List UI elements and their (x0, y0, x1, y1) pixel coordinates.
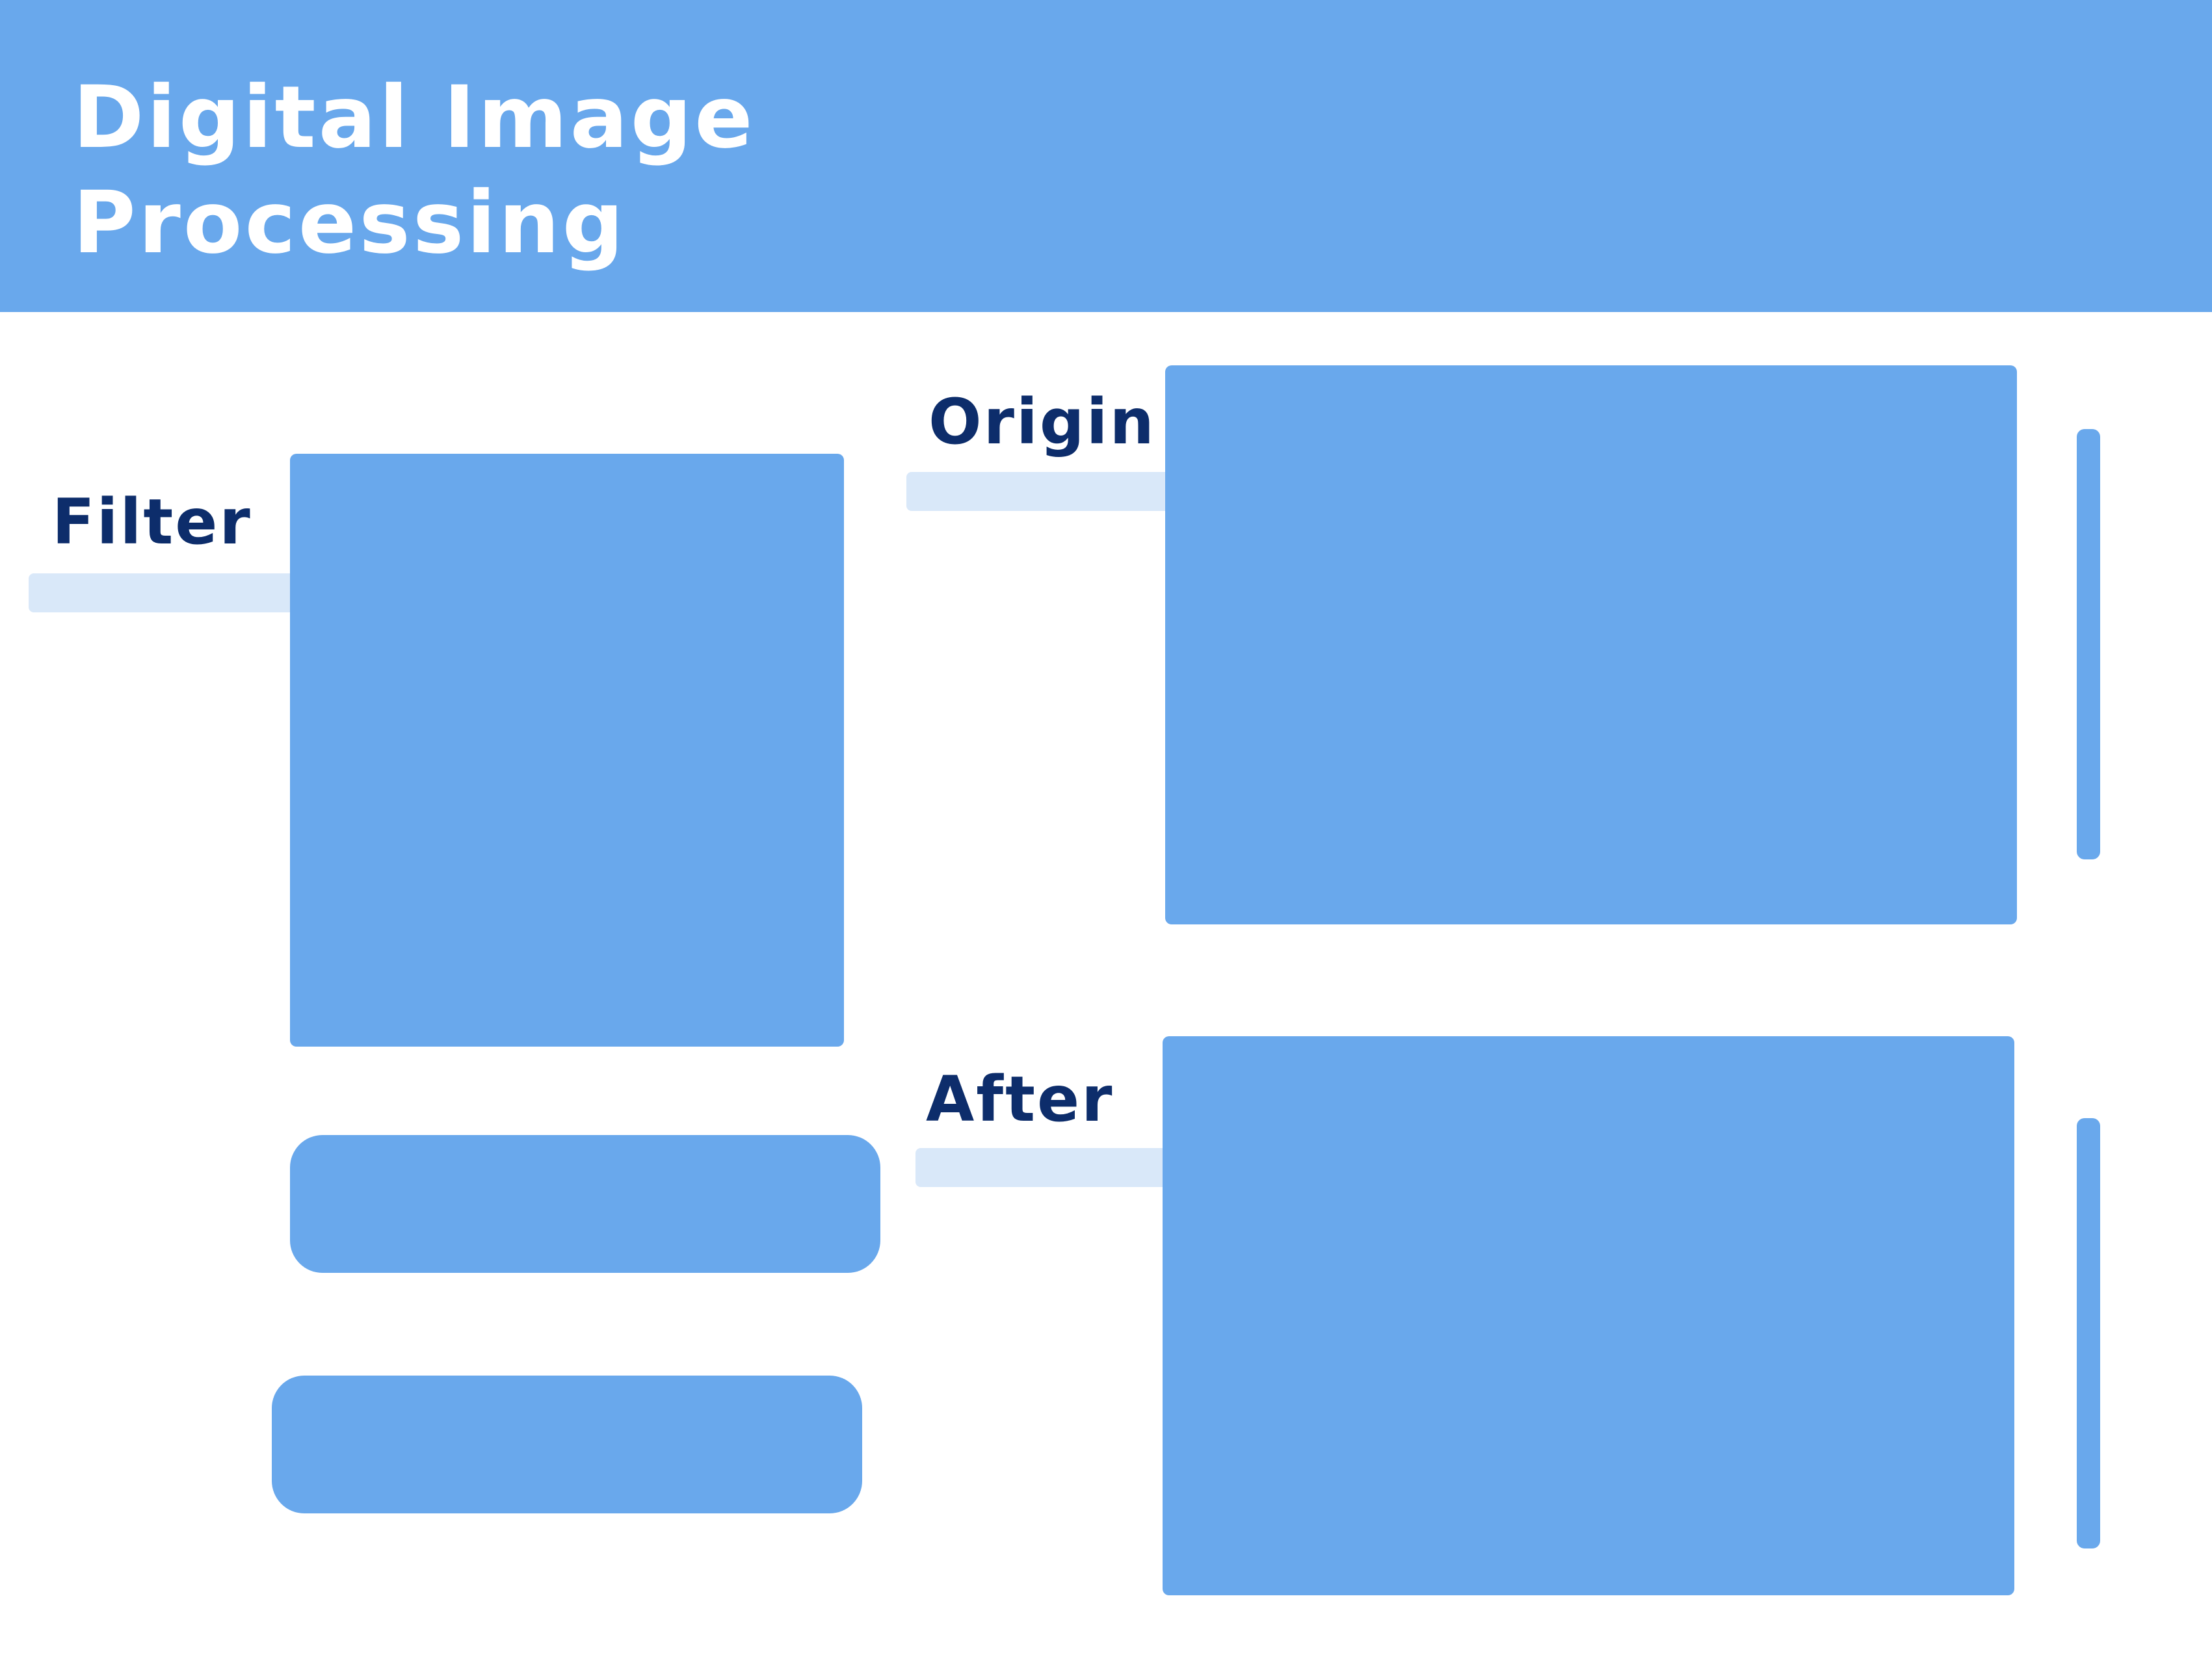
filter-label: Filter (52, 486, 252, 558)
filter-action-button-2[interactable] (272, 1376, 862, 1513)
header-bar: Digital Image Processing (0, 0, 2212, 312)
after-image-panel[interactable] (1163, 1036, 2014, 1595)
filter-panel[interactable] (290, 454, 844, 1047)
origin-label-underline (906, 472, 1179, 511)
page-title-line-2: Processing (73, 173, 627, 273)
filter-label-underline (29, 573, 302, 612)
page-title-line-1: Digital Image (73, 68, 756, 168)
origin-image-panel[interactable] (1165, 365, 2017, 924)
filter-action-button-1[interactable] (290, 1135, 880, 1273)
after-label-underline (915, 1148, 1189, 1187)
origin-label: Origin (928, 385, 1156, 458)
after-scrollbar[interactable] (2077, 1118, 2100, 1548)
page-title: Digital Image Processing (73, 65, 756, 276)
origin-scrollbar[interactable] (2077, 429, 2100, 859)
after-label: After (926, 1063, 1114, 1136)
